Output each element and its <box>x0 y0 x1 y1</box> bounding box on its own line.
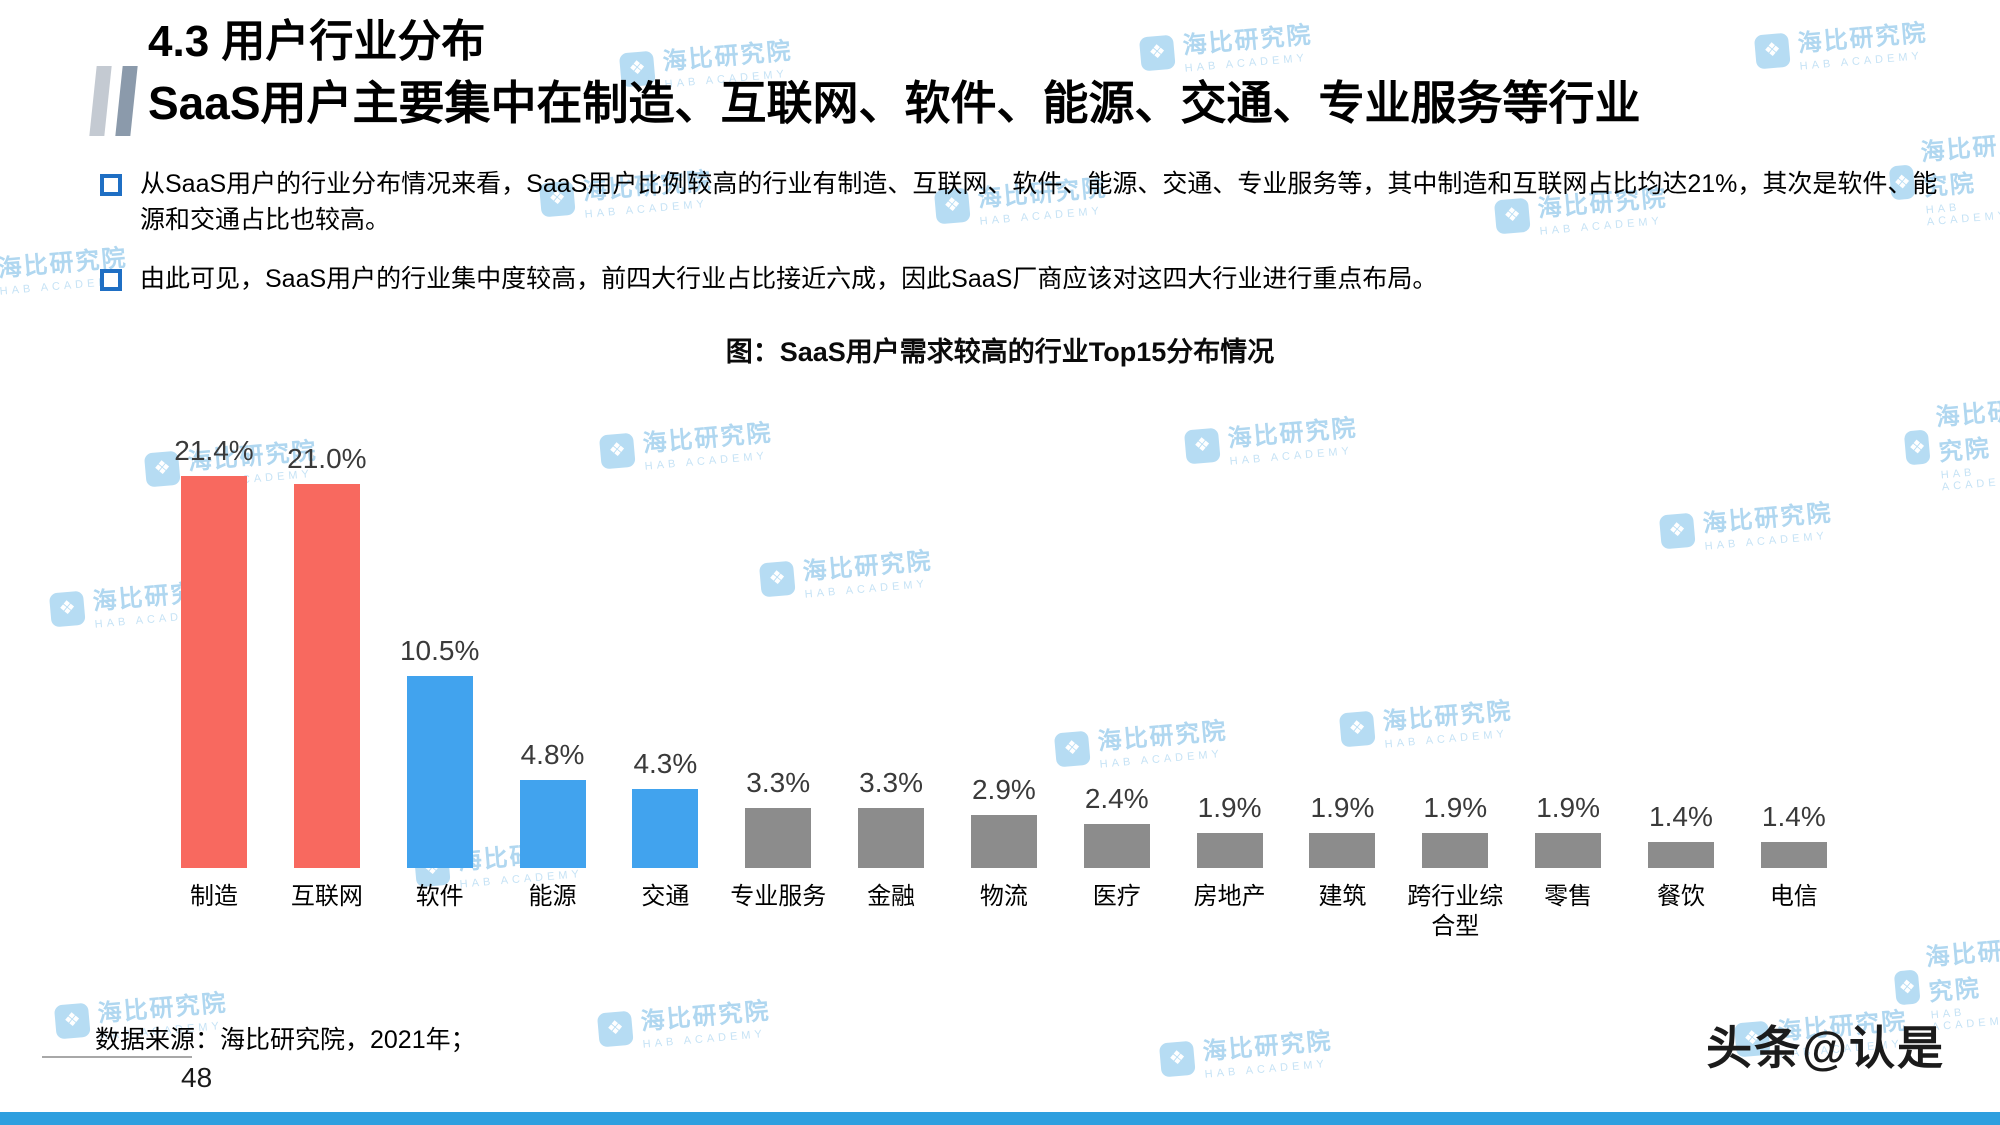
bar-value-label: 2.9% <box>971 773 1036 805</box>
bar-category-label: 房地产 <box>1193 883 1266 910</box>
page-number-rule <box>42 1056 192 1058</box>
bar-group: 4.8% 能源 <box>497 431 609 946</box>
bottom-accent-bar <box>0 1112 2000 1125</box>
bar-value-label: 1.9% <box>1197 792 1262 824</box>
bar-group: 2.9% 物流 <box>948 431 1060 946</box>
bar <box>1422 833 1489 868</box>
bar <box>1083 824 1150 868</box>
bar-value-label: 3.3% <box>859 766 923 798</box>
bar-group: 2.4% 医疗 <box>1061 431 1173 946</box>
bar <box>181 476 247 868</box>
bar-group: 3.3% 金融 <box>835 431 947 946</box>
bar-category-label: 制造 <box>190 883 238 910</box>
bar-category-label: 专业服务 <box>730 883 827 910</box>
page-number: 48 <box>181 1062 213 1093</box>
bar-group: 1.9% 零售 <box>1512 431 1624 946</box>
bar <box>1309 833 1376 868</box>
bullet-square-icon <box>100 174 122 196</box>
bar-category-label: 电信 <box>1769 883 1818 910</box>
bar-group: 21.4% 制造 <box>158 431 270 946</box>
title-decoration <box>89 66 141 141</box>
bar-group: 1.9% 房地产 <box>1174 431 1286 946</box>
bar-category-label: 医疗 <box>1092 883 1141 910</box>
bar-category-label: 互联网 <box>290 883 363 910</box>
bullet-item: 由此可见，SaaS用户的行业集中度较高，前四大行业占比接近六成，因此SaaS厂商… <box>100 261 1940 297</box>
bar <box>1647 842 1714 868</box>
bar-category-label: 物流 <box>979 883 1028 910</box>
bar <box>293 483 360 868</box>
bar-value-label: 21.4% <box>174 435 254 467</box>
bar-value-label: 4.8% <box>520 739 585 771</box>
bar-group: 4.3% 交通 <box>609 431 721 946</box>
bar-group: 21.0% 互联网 <box>271 431 383 946</box>
bar-group: 1.9% 跨行业综合型 <box>1399 431 1511 946</box>
bar <box>745 807 812 868</box>
bar-category-label: 跨行业综合型 <box>1407 883 1504 940</box>
bar-value-label: 10.5% <box>399 634 480 666</box>
bullet-list: 从SaaS用户的行业分布情况来看，SaaS用户比例较高的行业有制造、互联网、软件… <box>100 166 1940 319</box>
bar-group: 1.4% 电信 <box>1738 431 1850 946</box>
bar-value-label: 1.9% <box>1536 792 1601 824</box>
bar-group: 1.4% 餐饮 <box>1625 431 1737 946</box>
toutiao-watermark: 头条@认是 <box>1706 1022 1945 1074</box>
bar-value-label: 1.4% <box>1649 801 1713 833</box>
bullet-text: 由此可见，SaaS用户的行业集中度较高，前四大行业占比接近六成，因此SaaS厂商… <box>140 264 1438 293</box>
bullet-item: 从SaaS用户的行业分布情况来看，SaaS用户比例较高的行业有制造、互联网、软件… <box>100 166 1940 239</box>
bar <box>970 814 1037 868</box>
bar-value-label: 21.0% <box>287 442 367 474</box>
decoration-bar <box>115 66 139 136</box>
bar-value-label: 1.4% <box>1761 801 1826 833</box>
bar-value-label: 4.3% <box>633 748 698 780</box>
bar-category-label: 能源 <box>528 883 577 910</box>
bar-value-label: 1.9% <box>1310 792 1375 824</box>
slide-subtitle: SaaS用户主要集中在制造、互联网、软件、能源、交通、专业服务等行业 <box>148 77 1641 129</box>
bullet-text: 从SaaS用户的行业分布情况来看，SaaS用户比例较高的行业有制造、互联网、软件… <box>140 170 1938 235</box>
bar <box>858 807 925 868</box>
bar <box>1196 833 1263 868</box>
bar-chart: 21.4% 制造 21.0% 互联网 10.5% 软件 4.8% 能源 4.3% 交通 3.3% 专业… <box>158 431 1850 946</box>
bar <box>1535 833 1602 868</box>
bar-category-label: 餐饮 <box>1656 883 1705 910</box>
bar-category-label: 零售 <box>1544 883 1593 910</box>
bar-category-label: 金融 <box>867 883 916 910</box>
bar-category-label: 交通 <box>641 883 690 910</box>
bar <box>519 780 586 868</box>
title-block: 4.3 用户行业分布 SaaS用户主要集中在制造、互联网、软件、能源、交通、专业… <box>148 14 1641 133</box>
bar-value-label: 1.9% <box>1423 792 1488 824</box>
bullet-square-icon <box>100 268 122 291</box>
section-title: 4.3 用户行业分布 <box>148 17 486 66</box>
bar-group: 10.5% 软件 <box>384 431 496 946</box>
bar-group: 3.3% 专业服务 <box>722 431 834 946</box>
decoration-bar <box>89 66 112 136</box>
chart-title: 图：SaaS用户需求较高的行业Top15分布情况 <box>725 337 1275 367</box>
bar-category-label: 建筑 <box>1318 883 1367 910</box>
bar <box>1760 842 1827 868</box>
data-source: 数据来源：海比研究院，2021年； <box>95 1026 476 1054</box>
bar-value-label: 2.4% <box>1084 783 1149 815</box>
bar-category-label: 软件 <box>415 883 464 910</box>
bar-group: 1.9% 建筑 <box>1286 431 1398 946</box>
bar <box>406 675 473 868</box>
bar <box>632 789 699 868</box>
bar-value-label: 3.3% <box>746 766 811 798</box>
